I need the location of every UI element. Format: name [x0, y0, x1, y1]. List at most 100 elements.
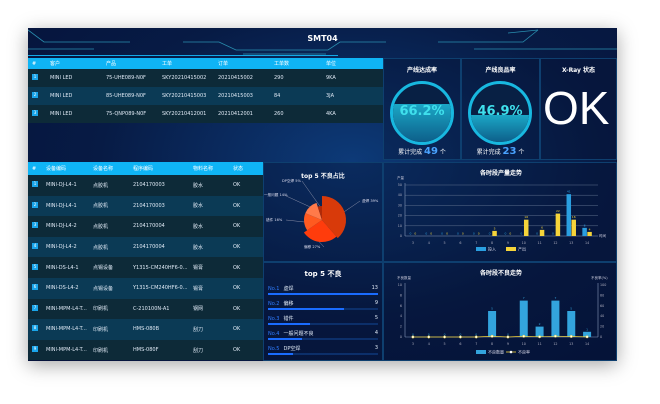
- progress-track: [268, 338, 378, 340]
- y-axis-label: 不良数量: [397, 275, 411, 280]
- line-point[interactable]: [538, 335, 542, 339]
- cell-text: 3JA: [326, 93, 334, 99]
- pie-slice[interactable]: [303, 220, 337, 242]
- table-row[interactable]: 9 MINI-MPM-L4-T... 印刷机 HMS-080F 刮刀 OK: [28, 339, 263, 361]
- bar-value-label: 0: [457, 232, 459, 236]
- line-point[interactable]: [427, 335, 431, 339]
- bar-value-label: 0: [430, 232, 432, 236]
- table-cell: 刮刀: [189, 326, 229, 333]
- y2-tick-label: 60: [600, 304, 604, 308]
- cell-text: 钢网: [193, 306, 204, 313]
- x-tick-label: 3: [412, 241, 414, 245]
- top5-item[interactable]: No.5 DP空焊 3: [268, 345, 378, 357]
- cell-text: 2: [32, 92, 38, 98]
- bar[interactable]: [519, 300, 528, 337]
- top5-item[interactable]: No.3 错件 5: [268, 315, 378, 327]
- cell-text: HMS-080F: [133, 347, 159, 354]
- y-tick-label: 30: [398, 203, 402, 207]
- line-point[interactable]: [506, 335, 510, 339]
- line-point[interactable]: [411, 335, 415, 339]
- pie-title: top 5 不良占比: [301, 173, 345, 180]
- defect-count: 13: [371, 285, 378, 291]
- bar[interactable]: [492, 230, 497, 236]
- line-point[interactable]: [569, 335, 573, 338]
- table-row[interactable]: 3 MINI LED 75-QNP089-N0F SKY20210412001 2021…: [28, 105, 383, 123]
- table-row[interactable]: 4 MINI-DJ-L4-2 点胶机 2104170004 胶水 OK: [28, 236, 263, 258]
- x-tick-label: 6: [459, 241, 461, 245]
- pie-slice[interactable]: [322, 196, 346, 239]
- pie-leader-line: [283, 194, 310, 207]
- y2-tick-label: 40: [600, 314, 604, 318]
- cell-text: OK: [233, 285, 241, 292]
- legend-label[interactable]: 不良数量: [488, 349, 504, 355]
- line-point[interactable]: [458, 335, 462, 339]
- table-row[interactable]: 1 MINI-DJ-L4-1 点胶机 2104170003 胶水 OK: [28, 175, 263, 196]
- table-row[interactable]: 5 MINI-DS-L4-1 点锡设备 Y1315-CM240HF6-0... 锡膏 OK: [28, 257, 263, 278]
- column-header: 物料名称: [193, 166, 214, 172]
- line-point[interactable]: [490, 334, 494, 338]
- x-tick-label: 6: [459, 342, 461, 346]
- table-cell: MINI-DJ-L4-2: [42, 244, 89, 250]
- y-tick-label: 6: [400, 304, 402, 308]
- bar-value-label: 0: [552, 232, 554, 236]
- y-tick-label: 8: [400, 293, 402, 297]
- pie-panel: top 5 不良占比 虚焊 39% 偏移 27% 错件 16% 一般问题 14% DP空…: [263, 162, 383, 262]
- line-point[interactable]: [585, 335, 589, 339]
- header-decoration: [27, 29, 617, 57]
- bar[interactable]: [539, 229, 545, 236]
- table-header: # 客户 产品 工单 订单 工单数 单位: [28, 58, 383, 69]
- line-point[interactable]: [553, 334, 557, 338]
- top5-item[interactable]: No.1 虚焊 13: [268, 285, 378, 297]
- y-tick-label: 0: [400, 234, 402, 238]
- line-point[interactable]: [474, 335, 478, 339]
- table-cell: 85-UHE089-N0F: [102, 93, 158, 99]
- pie-slice[interactable]: [304, 213, 322, 231]
- bar[interactable]: [523, 219, 529, 236]
- table-cell: Y1315-CM240HF6-0...: [129, 265, 189, 271]
- cell-text: 4KA: [326, 111, 336, 117]
- bar[interactable]: [488, 311, 497, 337]
- bar[interactable]: [566, 194, 572, 236]
- top5-item[interactable]: No.4 一般问题不良 4: [268, 330, 378, 342]
- dashboard: SMT04 # 客户 产品 工单 订单 工单数 单位 1 MINI LED 75-UHE089-N…: [27, 28, 617, 361]
- bar[interactable]: [582, 227, 587, 236]
- line-point[interactable]: [522, 334, 526, 338]
- pie-slice[interactable]: [305, 202, 322, 220]
- top5-item[interactable]: No.2 偏移 9: [268, 300, 378, 312]
- bar[interactable]: [551, 300, 560, 337]
- defect-name: 一般问题不良: [283, 331, 314, 337]
- bar[interactable]: [567, 311, 576, 337]
- table-row[interactable]: 2 MINI LED 85-UHE089-N0F SKY20210415003 2021…: [28, 87, 383, 105]
- bar[interactable]: [583, 331, 592, 337]
- x-tick-label: 5: [444, 342, 446, 346]
- table-row[interactable]: 1 MINI LED 75-UHE089-N0F SKY20210415002 2021…: [28, 69, 383, 87]
- gauge-panel-achievement: 产线达成率 66.2% 累计完成 49 个: [383, 58, 461, 160]
- table-row[interactable]: 6 MINI-DS-L4-2 点锡设备 Y1315-CM240HF6-0... 锡膏 OK: [28, 277, 263, 299]
- column-header: 订单: [218, 61, 229, 67]
- pie-slice[interactable]: [317, 206, 322, 220]
- row-index: 1: [28, 181, 42, 189]
- cell-text: SKY20210412001: [162, 111, 207, 117]
- column-header: 客户: [50, 61, 61, 67]
- line-point[interactable]: [443, 335, 447, 339]
- table-row[interactable]: 7 MINI-MPM-L4-T... 印刷机 C-210100N-A1 钢网 OK: [28, 298, 263, 320]
- cell-text: 点胶机: [93, 244, 109, 251]
- bar[interactable]: [587, 231, 592, 236]
- y-tick-label: 50: [398, 183, 402, 187]
- table-row[interactable]: 2 MINI-DJ-L4-1 点胶机 2104170003 胶水 OK: [28, 195, 263, 217]
- legend-label[interactable]: 产出: [518, 246, 526, 252]
- table-row[interactable]: 8 MINI-MPM-L4-T... 印刷机 HMS-080B 刮刀 OK: [28, 319, 263, 340]
- cell-text: 4: [32, 243, 38, 250]
- bar[interactable]: [535, 326, 544, 337]
- table-row[interactable]: 3 MINI-DJ-L4-2 点胶机 2104170004 胶水 OK: [28, 216, 263, 237]
- bar[interactable]: [555, 213, 561, 236]
- x-tick-label: 10: [522, 241, 526, 245]
- bar[interactable]: [571, 219, 576, 236]
- y-axis-label: 产量: [397, 175, 405, 180]
- legend-label[interactable]: 投入: [488, 246, 496, 252]
- bar-value-label: 0: [425, 232, 427, 236]
- done-count: 累计完成 49 个: [398, 146, 446, 157]
- legend-label[interactable]: 不良率: [518, 349, 530, 355]
- table-cell: OK: [229, 265, 263, 271]
- row-index: 5: [28, 263, 42, 272]
